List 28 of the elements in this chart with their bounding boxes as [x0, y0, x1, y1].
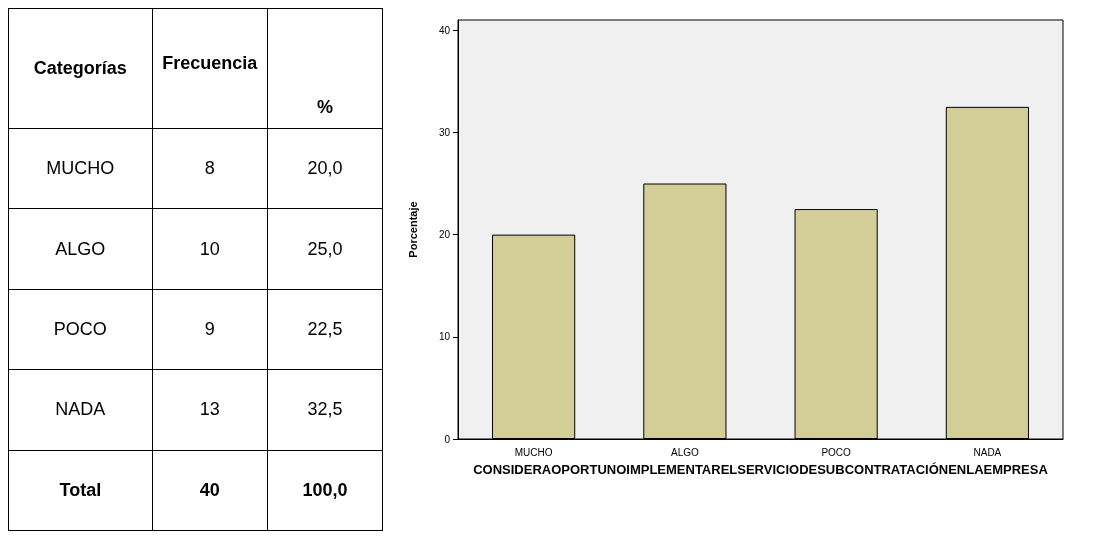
category-label: ALGO: [8, 208, 153, 290]
category-label: MUCHO: [8, 128, 153, 209]
data-label: 22,5: [267, 289, 383, 370]
x-tick-label: MUCHO: [514, 446, 553, 458]
y-tick-label: 0: [444, 433, 451, 445]
y-axis-title: Porcentaje: [406, 201, 419, 258]
data-label: 9: [152, 289, 268, 370]
x-tick-label: NADA: [973, 446, 1002, 458]
category-label: Total: [8, 450, 153, 531]
data-label: 10: [152, 208, 268, 290]
data-label: 20,0: [267, 128, 383, 209]
x-axis-title: CONSIDERAOPORTUNOIMPLEMENTARELSERVICIODESUBCONTRATACIÓNENLAEMPRESA: [473, 461, 1049, 477]
y-tick-label: 10: [438, 331, 451, 343]
y-tick-label: 30: [438, 126, 451, 138]
text: Categorías: [8, 8, 153, 129]
x-tick-label: POCO: [821, 446, 852, 458]
data-label: 25,0: [267, 208, 383, 290]
text: Frecuencia: [152, 8, 268, 129]
category-label: POCO: [8, 289, 153, 370]
x-tick-label: ALGO: [670, 446, 699, 458]
y-tick-label: 20: [438, 229, 451, 241]
data-label: 40: [152, 450, 268, 531]
data-label: 13: [152, 369, 268, 451]
text: %: [267, 8, 383, 129]
data-label: 32,5: [267, 369, 383, 451]
data-label: 100,0: [267, 450, 383, 531]
y-tick-label: 40: [438, 24, 451, 36]
data-label: 8: [152, 128, 268, 209]
